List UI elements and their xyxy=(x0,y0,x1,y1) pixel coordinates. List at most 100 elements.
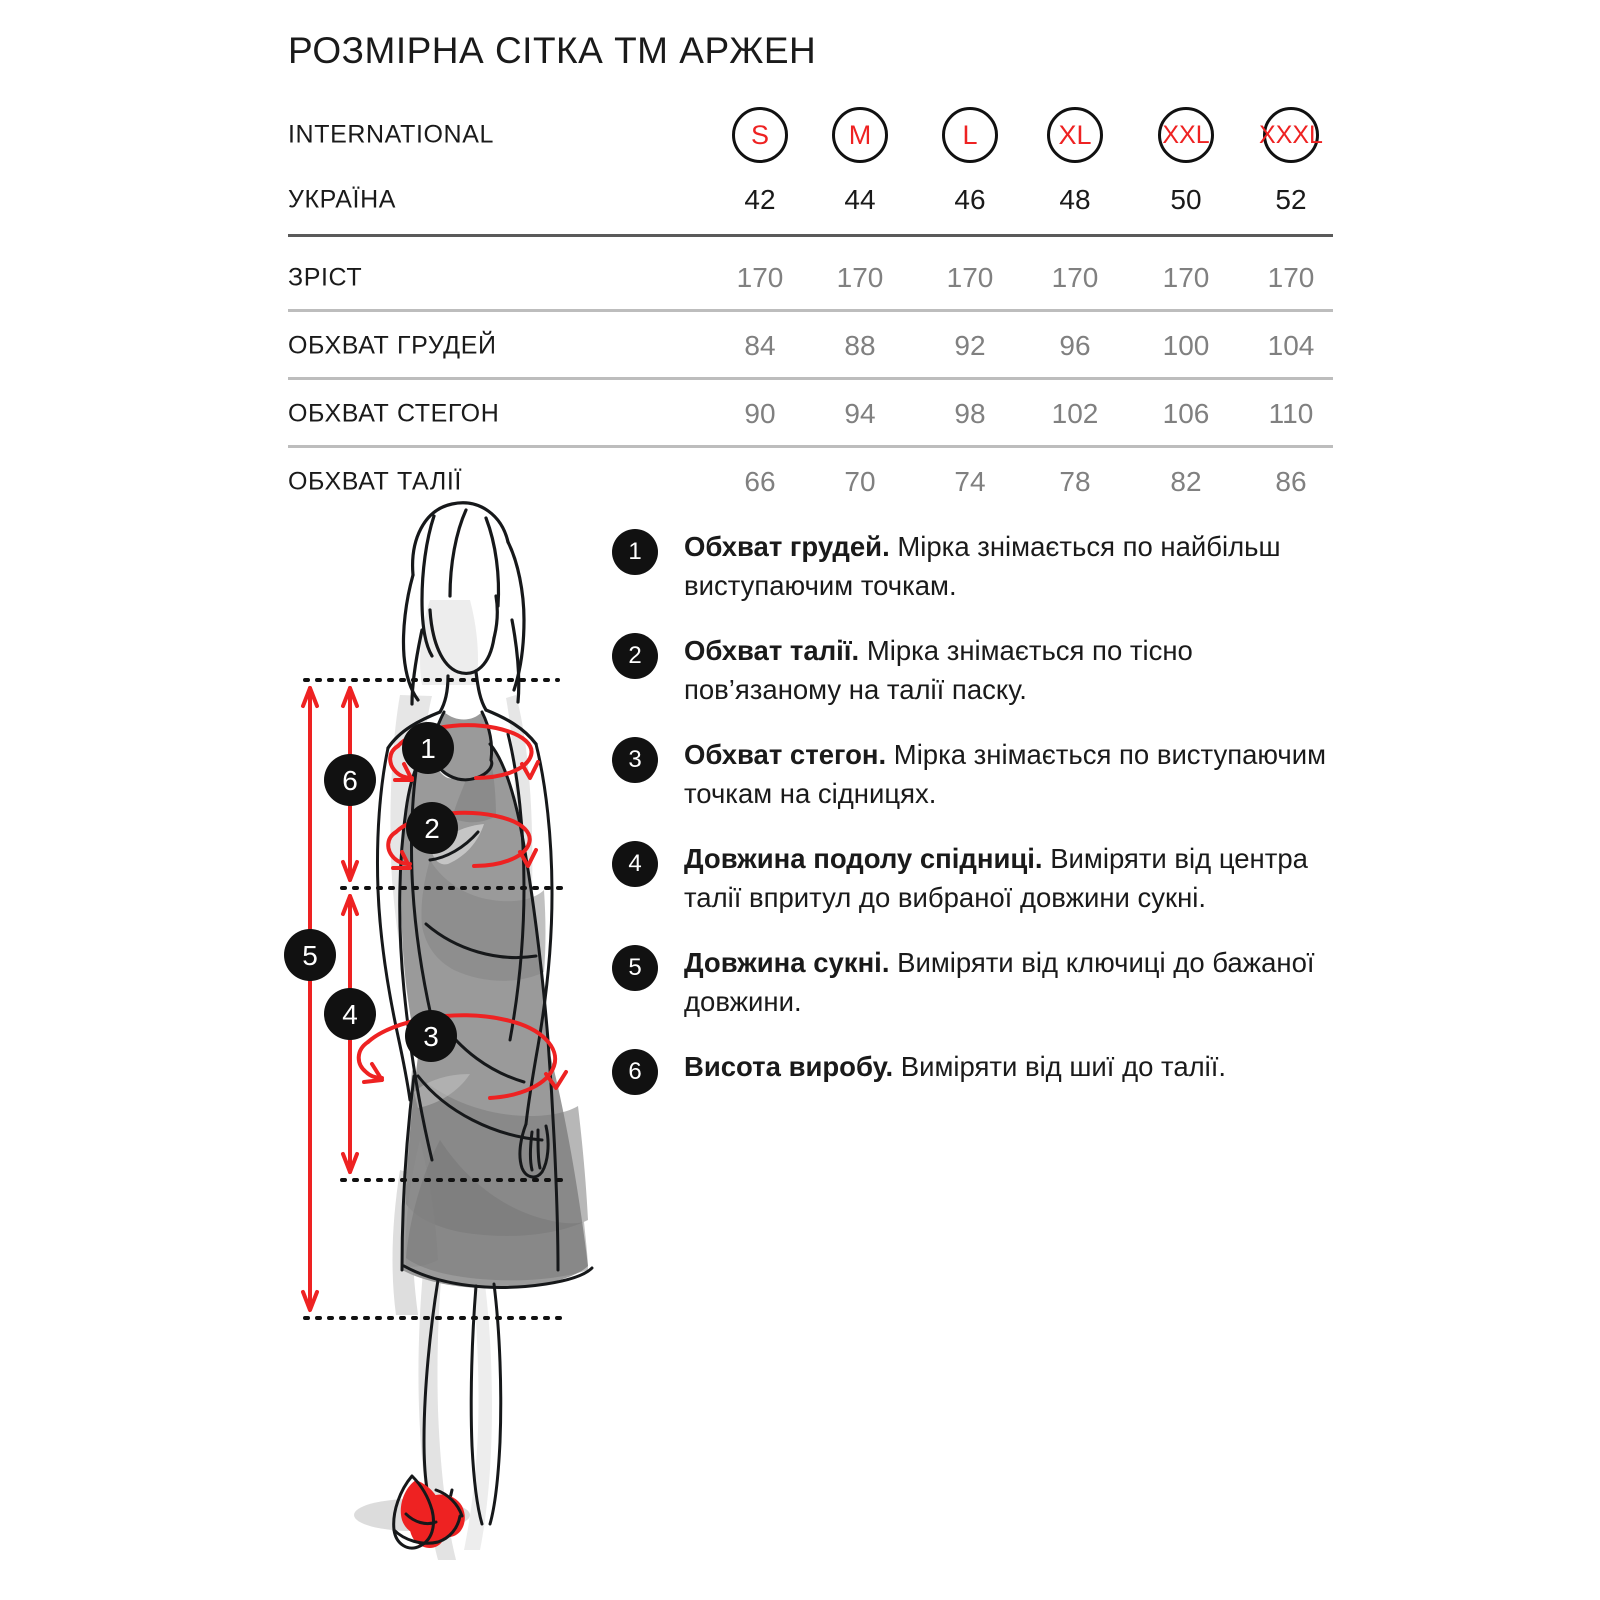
height-values: 170 170 170 170 170 170 xyxy=(288,244,1333,312)
measure-cell: 170 xyxy=(1051,262,1099,293)
size-badge-xl: XL xyxy=(1047,107,1103,163)
legend-number-badge-6: 6 xyxy=(612,1049,658,1096)
table-row-waist: ОБХВАТ ТАЛІЇ 66 70 74 78 82 86 xyxy=(288,448,1333,516)
page-title: РОЗМІРНА СІТКА ТМ АРЖЕН xyxy=(288,30,817,71)
ua-size-cell: 44 xyxy=(844,184,876,215)
legend-term-1: Обхват грудей. xyxy=(684,531,890,562)
legend-term-5: Довжина сукні. xyxy=(684,947,890,979)
figure-marker-4: 4 xyxy=(324,988,376,1040)
model-illustration: 1 2 3 4 5 xyxy=(280,480,620,1590)
measure-cell: 90 xyxy=(744,398,776,429)
measure-cell: 84 xyxy=(744,330,776,361)
legend-text-6: Висота виробу. Виміряти від шиї до талії… xyxy=(684,1047,1342,1086)
ua-size-cell: 52 xyxy=(1275,184,1307,215)
measure-cell: 100 xyxy=(1162,330,1210,361)
measure-cell: 94 xyxy=(844,398,876,429)
figure-marker-5: 5 xyxy=(284,929,336,981)
legend-number-badge-5: 5 xyxy=(612,945,658,992)
measure-cell: 78 xyxy=(1059,466,1091,497)
table-divider xyxy=(288,234,1333,237)
guide-lines xyxy=(303,678,572,1320)
legend-desc-2: Мірка знімається по тісно пов’язаному на… xyxy=(684,635,1193,706)
row-label-bust: ОБХВАТ ГРУДЕЙ xyxy=(288,331,497,360)
row-label-waist: ОБХВАТ ТАЛІЇ xyxy=(288,467,462,496)
hips-values: 90 94 98 102 106 110 xyxy=(288,380,1333,448)
size-badge-m: M xyxy=(832,107,888,163)
size-badge-s: S xyxy=(732,107,788,163)
size-badge-xxl: XXL xyxy=(1158,107,1214,163)
figure-marker-3: 3 xyxy=(405,1010,457,1062)
table-row-height: ЗРІСТ 170 170 170 170 170 170 xyxy=(288,244,1333,312)
size-table: INTERNATIONAL S M L XL XXL XXXL xyxy=(288,104,1333,516)
legend-text-5: Довжина сукні. Виміряти від ключиці до б… xyxy=(684,943,1342,1021)
legend-number-badge-1: 1 xyxy=(612,529,658,575)
svg-text:4: 4 xyxy=(342,999,358,1030)
measure-cell: 82 xyxy=(1170,466,1202,497)
red-shoes xyxy=(392,1474,465,1550)
measure-cell: 170 xyxy=(1267,262,1315,293)
ua-size-cell: 42 xyxy=(744,184,776,215)
measure-cell: 96 xyxy=(1059,330,1091,361)
figure-marker-2: 2 xyxy=(406,802,458,854)
table-row-hips: ОБХВАТ СТЕГОН 90 94 98 102 106 110 xyxy=(288,380,1333,448)
legend-number-badge-3: 3 xyxy=(612,737,658,784)
figure-marker-1: 1 xyxy=(402,722,454,774)
legend-text-4: Довжина подолу спідниці. Виміряти від це… xyxy=(684,839,1342,917)
table-divider xyxy=(288,309,1333,312)
legend-item-4: 4 Довжина подолу спідниці. Виміряти від … xyxy=(612,839,1342,917)
measure-cell: 170 xyxy=(736,262,784,293)
legend-text-1: Обхват грудей. Мірка знімається по найбі… xyxy=(684,527,1342,605)
legend-term-2: Обхват талії. xyxy=(684,635,860,667)
ua-size-cell: 48 xyxy=(1059,184,1091,215)
figure-marker-6: 6 xyxy=(324,754,376,806)
legend-text-2: Обхват талії. Мірка знімається по тісно … xyxy=(684,631,1342,709)
dress xyxy=(401,712,588,1289)
measure-cell: 110 xyxy=(1268,398,1314,429)
legend-desc-1: Мірка знімається по найбільш виступаючим… xyxy=(684,531,1281,602)
legend-item-6: 6 Висота виробу. Виміряти від шиї до тал… xyxy=(612,1047,1342,1096)
row-label-hips: ОБХВАТ СТЕГОН xyxy=(288,399,500,428)
legend-desc-6: Виміряти від шиї до талії. xyxy=(893,1051,1227,1083)
legend-number-badge-4: 4 xyxy=(612,841,658,888)
svg-text:2: 2 xyxy=(424,813,440,844)
measure-cell: 88 xyxy=(844,330,876,361)
legend-item-3: 3 Обхват стегон. Мірка знімається по вис… xyxy=(612,735,1342,813)
size-circles: S M L XL XXL XXXL xyxy=(288,104,1333,166)
size-badge-xxxl: XXXL xyxy=(1259,107,1323,163)
head-and-hair xyxy=(386,501,538,750)
legend-number-badge-2: 2 xyxy=(612,633,658,680)
svg-text:1: 1 xyxy=(420,733,436,764)
legend-item-5: 5 Довжина сукні. Виміряти від ключиці до… xyxy=(612,943,1342,1021)
ua-size-cell: 46 xyxy=(954,184,986,215)
legend-term-4: Довжина подолу спідниці. xyxy=(684,843,1043,875)
waist-values: 66 70 74 78 82 86 xyxy=(288,448,1333,516)
measure-cell: 74 xyxy=(954,466,986,497)
measure-cell: 102 xyxy=(1051,398,1099,429)
svg-text:3: 3 xyxy=(423,1021,439,1052)
legend-term-3: Обхват стегон. xyxy=(684,739,887,771)
legend-item-2: 2 Обхват талії. Мірка знімається по тісн… xyxy=(612,631,1342,709)
measure-cell: 170 xyxy=(946,262,994,293)
measure-cell: 86 xyxy=(1275,466,1307,497)
legend-item-1: 1 Обхват грудей. Мірка знімається по най… xyxy=(612,527,1342,605)
svg-text:6: 6 xyxy=(342,765,358,796)
measure-cell: 92 xyxy=(954,330,986,361)
legend-term-6: Висота виробу. xyxy=(684,1051,894,1083)
measure-cell: 66 xyxy=(744,466,776,497)
table-row-ukraine: УКРАЇНА 42 44 46 48 50 52 xyxy=(288,166,1333,234)
measure-cell: 170 xyxy=(836,262,884,293)
table-divider xyxy=(288,445,1333,448)
svg-text:5: 5 xyxy=(302,940,318,971)
measure-cell: 170 xyxy=(1162,262,1210,293)
measure-cell: 106 xyxy=(1162,398,1210,429)
row-label-ukraine: УКРАЇНА xyxy=(288,185,396,214)
ua-size-cell: 50 xyxy=(1170,184,1202,215)
legend-desc-4: Виміряти від центра талії впритул до виб… xyxy=(684,843,1308,914)
ukraine-sizes: 42 44 46 48 50 52 xyxy=(288,166,1333,234)
measure-cell: 104 xyxy=(1267,330,1315,361)
table-divider xyxy=(288,377,1333,380)
table-row-bust: ОБХВАТ ГРУДЕЙ 84 88 92 96 100 104 xyxy=(288,312,1333,380)
figure-markers: 1 2 3 4 5 xyxy=(284,722,458,1062)
legend-desc-5: Виміряти від ключиці до бажаної довжини. xyxy=(684,947,1315,1018)
